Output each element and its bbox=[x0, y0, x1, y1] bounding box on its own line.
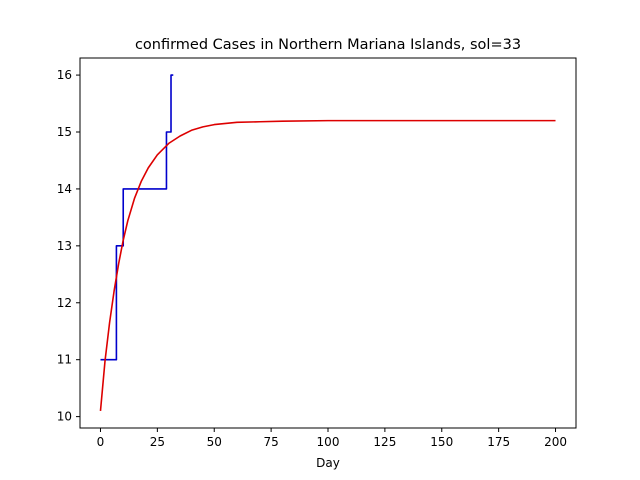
x-axis-label: Day bbox=[316, 456, 340, 470]
x-tick-label: 75 bbox=[263, 435, 278, 449]
x-tick-label: 200 bbox=[544, 435, 567, 449]
x-tick-label: 150 bbox=[430, 435, 453, 449]
x-tick-label: 50 bbox=[207, 435, 222, 449]
y-tick-label: 11 bbox=[57, 353, 72, 367]
chart-title: confirmed Cases in Northern Mariana Isla… bbox=[135, 37, 521, 53]
y-tick-label: 15 bbox=[57, 125, 72, 139]
ticks-layer: 0 25 50 75 100 125 150 175 200 10 11 12 13 14 15 16 bbox=[57, 68, 567, 449]
fitted-curve-line bbox=[99, 119, 556, 411]
confirmed-cases-line bbox=[100, 74, 174, 361]
y-tick-label: 13 bbox=[57, 239, 72, 253]
plot-frame bbox=[79, 57, 577, 429]
x-tick-label: 175 bbox=[487, 435, 510, 449]
x-tick-label: 125 bbox=[373, 435, 396, 449]
x-tick-label: 25 bbox=[150, 435, 165, 449]
y-tick-label: 14 bbox=[57, 182, 72, 196]
x-tick-label: 0 bbox=[97, 435, 105, 449]
y-tick-label: 12 bbox=[57, 296, 72, 310]
y-tick-label: 16 bbox=[57, 68, 72, 82]
series-layer bbox=[99, 74, 556, 411]
x-tick-label: 100 bbox=[317, 435, 340, 449]
y-tick-label: 10 bbox=[57, 410, 72, 424]
